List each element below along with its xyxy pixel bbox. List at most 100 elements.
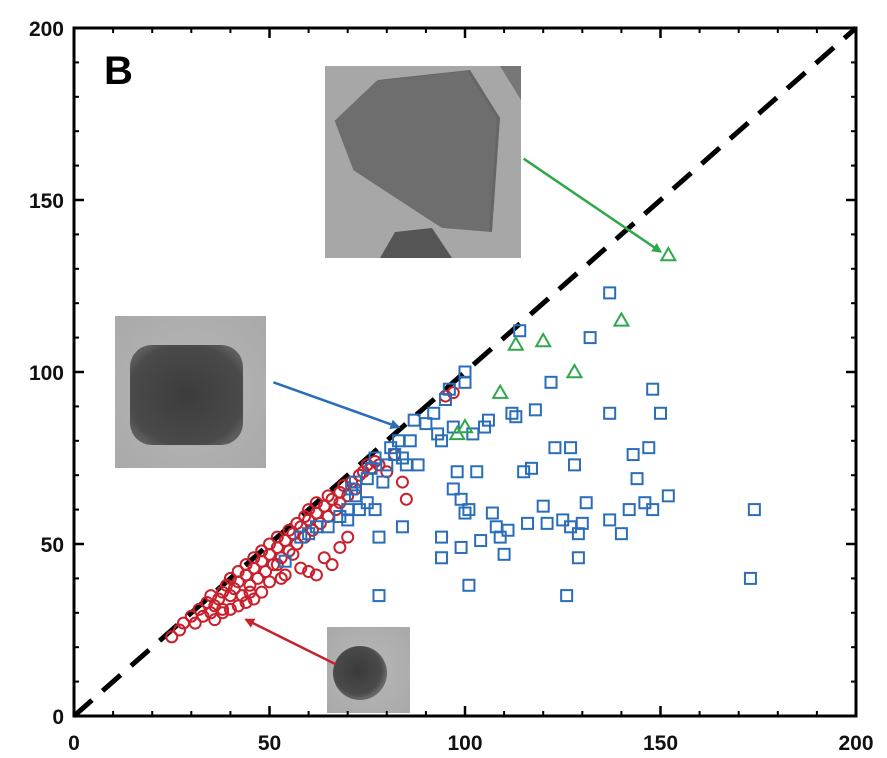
data-point-circle xyxy=(333,540,347,554)
y-tick-label: 50 xyxy=(41,534,64,557)
y-tick-label: 100 xyxy=(29,362,64,385)
data-point-square xyxy=(462,578,476,592)
data-point-square xyxy=(352,503,366,517)
data-point-circle xyxy=(231,575,245,589)
data-point-square xyxy=(524,461,538,475)
data-point-square xyxy=(493,530,507,544)
axis-ticks-layer: 0 50 100 150 200 0 50 100 150 200 xyxy=(29,18,874,755)
data-point-circle xyxy=(243,585,257,599)
data-point-circle xyxy=(247,592,261,606)
data-point-circle xyxy=(216,585,230,599)
data-point-square xyxy=(642,441,656,455)
data-point-circle xyxy=(306,523,320,537)
data-point-square xyxy=(509,410,523,424)
data-point-circle xyxy=(227,582,241,596)
data-point-square xyxy=(560,589,574,603)
data-point-square xyxy=(521,516,535,530)
data-point-circle xyxy=(216,606,230,620)
data-point-circle xyxy=(263,537,276,551)
data-point-square xyxy=(450,465,464,479)
data-point-square xyxy=(646,503,660,517)
data-point-circle xyxy=(192,602,206,616)
data-point-square xyxy=(395,520,409,534)
data-points-layer xyxy=(165,246,761,644)
data-point-square xyxy=(575,516,589,530)
data-point-square xyxy=(372,589,386,603)
x-tick-label: 0 xyxy=(68,732,80,755)
data-point-triangle xyxy=(612,311,631,327)
data-point-circle xyxy=(309,496,323,510)
annotation-arrow xyxy=(522,157,663,253)
data-point-square xyxy=(603,513,617,527)
data-point-circle xyxy=(286,547,300,561)
data-point-square xyxy=(368,451,382,465)
data-point-square xyxy=(654,406,667,420)
data-point-circle xyxy=(188,616,202,630)
data-point-circle xyxy=(270,530,284,544)
data-point-circle xyxy=(325,558,339,572)
data-point-square xyxy=(454,540,468,554)
data-point-square xyxy=(466,427,480,441)
data-point-square xyxy=(536,499,550,513)
data-point-circle xyxy=(446,386,460,400)
data-point-square xyxy=(470,465,484,479)
data-point-square xyxy=(399,458,413,472)
data-point-triangle xyxy=(456,418,474,434)
data-point-triangle xyxy=(491,383,509,399)
data-point-circle xyxy=(247,551,261,565)
data-point-circle xyxy=(321,489,335,503)
data-point-square xyxy=(646,382,660,396)
data-point-square xyxy=(419,417,433,431)
data-point-circle xyxy=(282,523,296,537)
data-point-square xyxy=(571,551,585,565)
data-point-square xyxy=(372,530,386,544)
data-point-square xyxy=(384,441,398,455)
data-point-square xyxy=(517,465,531,479)
data-point-circle xyxy=(333,496,347,510)
data-point-circle xyxy=(251,571,265,585)
data-point-square xyxy=(349,489,363,503)
annotation-arrow xyxy=(272,381,401,430)
data-point-square xyxy=(446,482,460,496)
data-point-circle xyxy=(231,599,245,613)
data-point-circle xyxy=(274,571,288,585)
y-tick-label: 200 xyxy=(29,18,64,41)
data-point-square xyxy=(360,496,374,510)
data-point-square xyxy=(564,441,578,455)
data-point-square xyxy=(333,509,347,523)
data-point-square xyxy=(368,503,382,517)
data-point-square xyxy=(411,458,425,472)
data-point-square xyxy=(622,503,636,517)
data-point-circle xyxy=(341,530,355,544)
data-point-square xyxy=(583,331,597,345)
annotation-arrows-layer xyxy=(244,157,663,666)
data-point-square xyxy=(556,513,570,527)
reference-line-layer xyxy=(72,26,858,718)
data-point-circle xyxy=(208,613,222,627)
data-point-square xyxy=(630,472,644,486)
square-particle-image xyxy=(115,316,266,468)
data-point-circle xyxy=(317,551,331,565)
data-point-square xyxy=(540,516,554,530)
data-point-square xyxy=(427,406,441,420)
data-point-square xyxy=(435,530,449,544)
data-point-triangle xyxy=(507,335,525,351)
data-point-circle xyxy=(313,516,327,530)
data-point-square xyxy=(638,496,652,510)
data-point-square xyxy=(403,434,417,448)
data-point-square xyxy=(454,492,468,506)
data-point-circle xyxy=(356,465,370,479)
data-point-circle xyxy=(294,561,308,575)
round-particle-image xyxy=(327,627,410,713)
data-point-circle xyxy=(298,509,312,523)
data-point-circle xyxy=(270,558,284,572)
data-point-square xyxy=(513,324,527,338)
data-point-square xyxy=(505,406,519,420)
triangular-particle-image xyxy=(325,66,521,258)
panel-label: B xyxy=(104,49,133,93)
data-point-square xyxy=(435,551,449,565)
data-point-square xyxy=(481,413,495,427)
data-point-square xyxy=(501,523,515,537)
data-point-triangle xyxy=(659,246,678,262)
